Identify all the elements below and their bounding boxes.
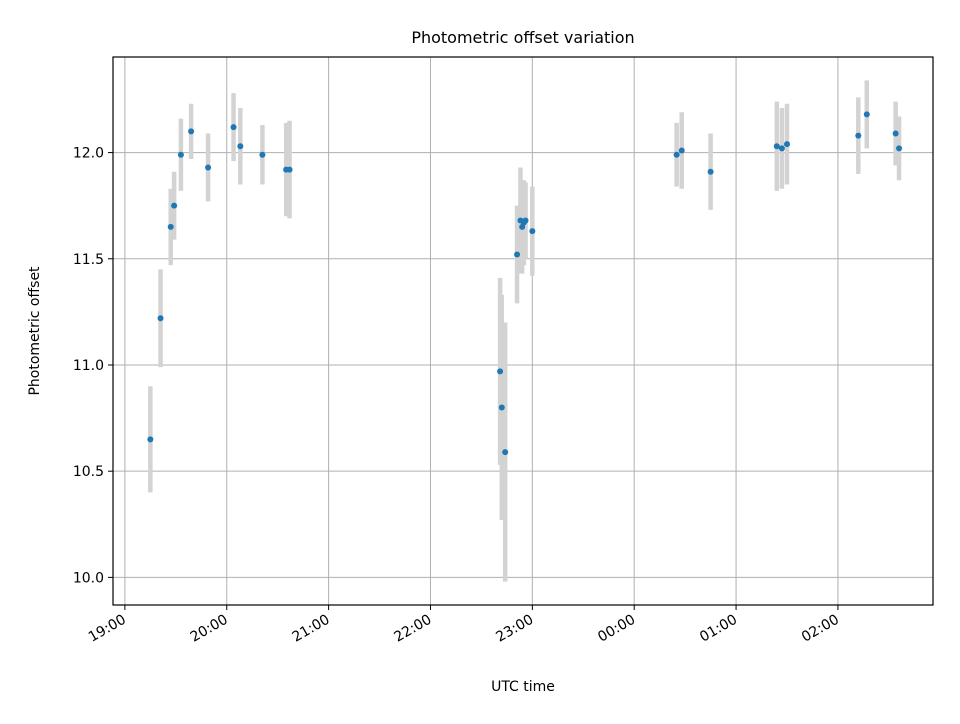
data-point bbox=[673, 151, 680, 158]
data-point bbox=[783, 141, 790, 148]
data-point bbox=[205, 164, 212, 171]
data-point bbox=[230, 124, 237, 131]
grid bbox=[113, 57, 933, 605]
data-point bbox=[522, 217, 529, 224]
data-point bbox=[678, 147, 685, 154]
data-point bbox=[896, 145, 903, 152]
y-tick-label: 10.0 bbox=[73, 570, 104, 586]
data-point bbox=[497, 368, 504, 375]
data-point bbox=[171, 202, 178, 209]
data-point bbox=[498, 404, 505, 411]
data-point bbox=[778, 145, 785, 152]
data-point bbox=[707, 168, 714, 175]
data-point bbox=[157, 315, 164, 322]
y-axis-ticks: 10.0 10.5 11.0 11.5 12.0 bbox=[73, 146, 113, 586]
y-axis-label: Photometric offset bbox=[27, 266, 43, 396]
data-point bbox=[863, 111, 870, 118]
y-tick-label: 11.5 bbox=[73, 252, 104, 268]
data-point bbox=[177, 151, 184, 158]
plot-area bbox=[113, 57, 933, 605]
data-point bbox=[855, 132, 862, 139]
data-point bbox=[773, 143, 780, 150]
data-point bbox=[892, 130, 899, 137]
data-point bbox=[529, 228, 536, 235]
data-points bbox=[147, 111, 903, 456]
data-point bbox=[147, 436, 154, 443]
chart-title: Photometric offset variation bbox=[411, 28, 634, 47]
x-axis-label: UTC time bbox=[491, 679, 555, 695]
data-point bbox=[259, 151, 266, 158]
data-point bbox=[167, 223, 174, 230]
data-point bbox=[514, 251, 521, 258]
data-point bbox=[237, 143, 244, 150]
y-tick-label: 11.0 bbox=[73, 358, 104, 374]
y-tick-label: 10.5 bbox=[73, 464, 104, 480]
data-point bbox=[286, 166, 293, 173]
data-point bbox=[502, 449, 509, 456]
y-tick-label: 12.0 bbox=[73, 146, 104, 162]
data-point bbox=[188, 128, 195, 135]
plot-frame bbox=[112, 56, 934, 606]
